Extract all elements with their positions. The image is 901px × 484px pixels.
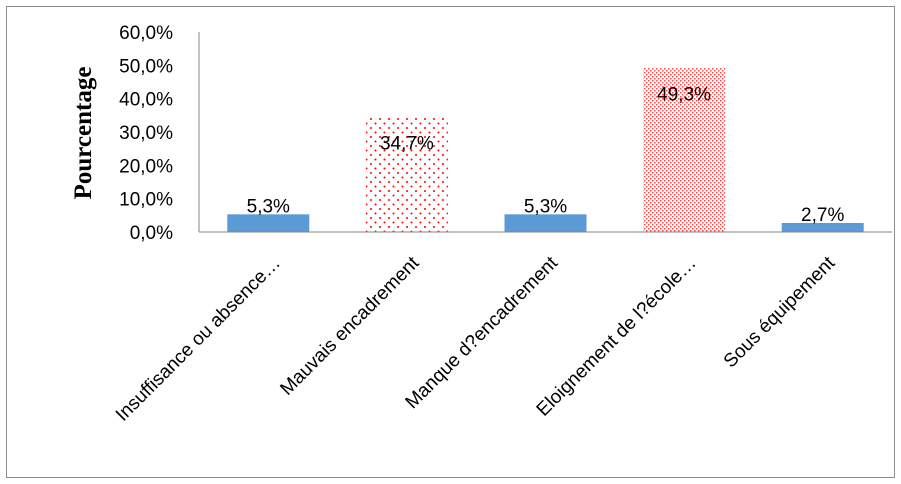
bar xyxy=(643,67,726,233)
bar xyxy=(781,223,864,232)
y-axis-title: Pourcentage xyxy=(70,67,97,200)
category-labels-group: Insuffisance ou absence…Mauvais encadrem… xyxy=(112,252,840,425)
bars-group xyxy=(227,67,864,233)
y-tick-label: 10,0% xyxy=(119,190,173,211)
y-tick-label: 0,0% xyxy=(130,223,173,244)
y-tick-label: 20,0% xyxy=(119,156,173,177)
bar xyxy=(227,214,310,232)
y-tick-label: 30,0% xyxy=(119,123,173,144)
data-label: 34,7% xyxy=(380,133,434,154)
category-label: Manque d?encadrement xyxy=(402,252,563,413)
category-label: Insuffisance ou absence… xyxy=(112,253,285,426)
data-label: 2,7% xyxy=(801,205,844,226)
y-tick-label: 40,0% xyxy=(119,90,173,111)
category-label: Eloignement de l?école… xyxy=(533,253,701,421)
data-label: 49,3% xyxy=(657,85,711,106)
data-labels-group: 5,3% 34,7% 5,3% 49,3% 2,7% xyxy=(247,85,845,226)
y-tick-label: 50,0% xyxy=(119,56,173,77)
y-axis-ticks: 0,0% 10,0% 20,0% 30,0% 40,0% 50,0% 60,0% xyxy=(119,23,173,244)
data-label: 5,3% xyxy=(247,196,290,217)
y-tick-label: 60,0% xyxy=(119,23,173,44)
bar xyxy=(365,116,448,232)
category-label: Mauvais encadrement xyxy=(276,252,424,400)
bar xyxy=(504,214,587,232)
data-label: 5,3% xyxy=(524,196,567,217)
category-label: Sous équipement xyxy=(720,252,840,372)
chart-frame xyxy=(6,6,895,478)
